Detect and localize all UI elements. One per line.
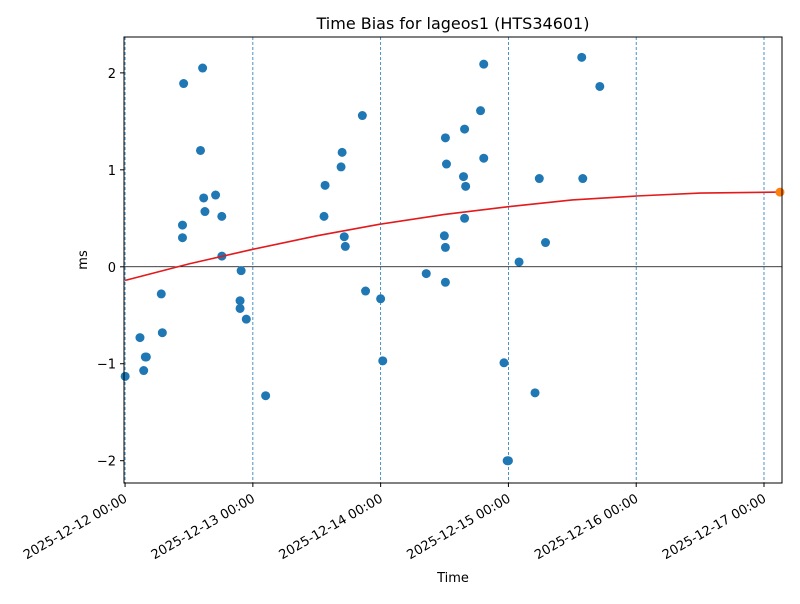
data-point <box>460 124 470 134</box>
plot-area-frame <box>123 36 783 484</box>
data-point <box>441 159 451 169</box>
fit-curve-line <box>124 191 781 282</box>
data-point <box>534 174 544 184</box>
data-point <box>514 257 524 267</box>
y-tick-label: −1 <box>97 358 116 373</box>
data-point <box>459 172 469 182</box>
data-point <box>177 233 187 243</box>
data-point <box>503 456 513 466</box>
data-point <box>479 59 489 69</box>
data-point <box>340 241 350 251</box>
data-point <box>461 181 471 191</box>
data-point <box>179 79 189 89</box>
series-layer <box>120 52 785 466</box>
data-point <box>530 388 540 398</box>
data-point <box>120 371 130 381</box>
data-point <box>479 153 489 163</box>
data-point <box>336 162 346 172</box>
data-point <box>156 289 166 299</box>
data-point <box>241 314 251 324</box>
data-point <box>440 242 450 252</box>
x-tick-label: 2025-12-16 00:00 <box>532 491 641 563</box>
x-axis-label: Time <box>436 571 469 586</box>
x-tick-label: 2025-12-14 00:00 <box>277 491 386 563</box>
data-point <box>320 180 330 190</box>
data-point <box>460 213 470 223</box>
data-point <box>439 231 449 241</box>
y-axis: −2 −1 0 1 2 <box>97 67 124 470</box>
data-point <box>135 333 145 343</box>
data-point <box>339 232 349 242</box>
y-tick-label: 0 <box>108 261 116 276</box>
data-point <box>378 356 388 366</box>
grid-lines <box>124 37 765 483</box>
data-point <box>139 366 149 376</box>
x-tick-label: 2025-12-12 00:00 <box>21 491 130 563</box>
y-tick-label: 2 <box>108 67 116 82</box>
y-axis-label: ms <box>76 250 91 270</box>
data-point <box>440 277 450 287</box>
data-point <box>261 391 271 401</box>
data-point <box>357 111 367 121</box>
data-point <box>499 358 509 368</box>
data-point <box>476 106 486 116</box>
data-point <box>421 269 431 279</box>
data-point <box>217 211 227 221</box>
data-point <box>541 238 551 248</box>
data-point <box>157 328 167 338</box>
data-point <box>337 147 347 157</box>
x-tick-label: 2025-12-13 00:00 <box>149 491 258 563</box>
y-tick-label: −2 <box>97 455 116 470</box>
data-point <box>200 207 210 217</box>
x-axis: 2025-12-12 00:00 2025-12-13 00:00 2025-12-… <box>21 483 769 563</box>
data-point <box>199 193 209 203</box>
chart-title: Time Bias for lageos1 (HTS34601) <box>316 14 590 33</box>
data-point <box>578 174 588 184</box>
data-point <box>236 266 246 276</box>
data-point <box>577 52 587 62</box>
data-point <box>440 133 450 143</box>
data-point <box>211 190 221 200</box>
data-point <box>177 220 187 230</box>
prediction-point <box>775 187 785 197</box>
data-point <box>319 211 329 221</box>
data-point <box>235 303 245 313</box>
data-point <box>195 145 205 155</box>
data-point <box>198 63 208 73</box>
y-tick-label: 1 <box>108 164 116 179</box>
data-point <box>141 352 151 362</box>
data-point <box>595 81 605 91</box>
data-point <box>361 286 371 296</box>
x-tick-label: 2025-12-15 00:00 <box>404 491 513 563</box>
x-tick-label: 2025-12-17 00:00 <box>660 491 769 563</box>
data-point <box>235 296 245 306</box>
data-point <box>376 294 386 304</box>
